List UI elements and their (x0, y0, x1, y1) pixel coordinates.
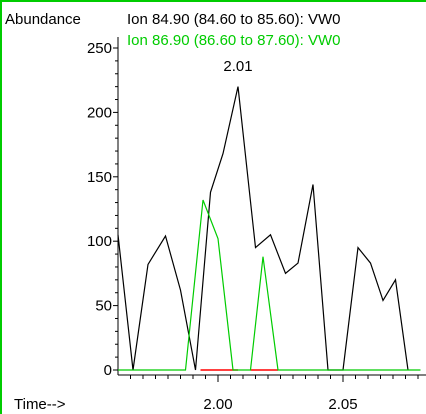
legend-entry-ion-86: Ion 86.90 (86.60 to 87.60): VW0 (127, 32, 340, 49)
y-axis-label: Abundance (5, 11, 81, 28)
y-tick-label: 100 (87, 233, 112, 250)
x-axis-label: Time--> (14, 396, 66, 413)
x-tick-label: 2.00 (203, 396, 232, 413)
series-layer (117, 86, 421, 371)
y-tick-label: 150 (87, 169, 112, 186)
legend-entry-ion-84: Ion 84.90 (84.60 to 85.60): VW0 (127, 11, 340, 28)
y-tick-label: 250 (87, 40, 112, 57)
y-tick-label: 0 (104, 362, 112, 379)
x-ticks: 2.00 2.05 (130, 375, 419, 413)
y-ticks: 0 50 100 150 200 250 (87, 40, 118, 379)
series-line-ion-84 (117, 86, 409, 371)
y-tick-label: 50 (95, 298, 112, 315)
peak-label: 2.01 (223, 58, 252, 75)
y-tick-label: 200 (87, 104, 112, 121)
x-tick-label: 2.05 (328, 396, 357, 413)
series-line-ion-86 (118, 199, 421, 371)
